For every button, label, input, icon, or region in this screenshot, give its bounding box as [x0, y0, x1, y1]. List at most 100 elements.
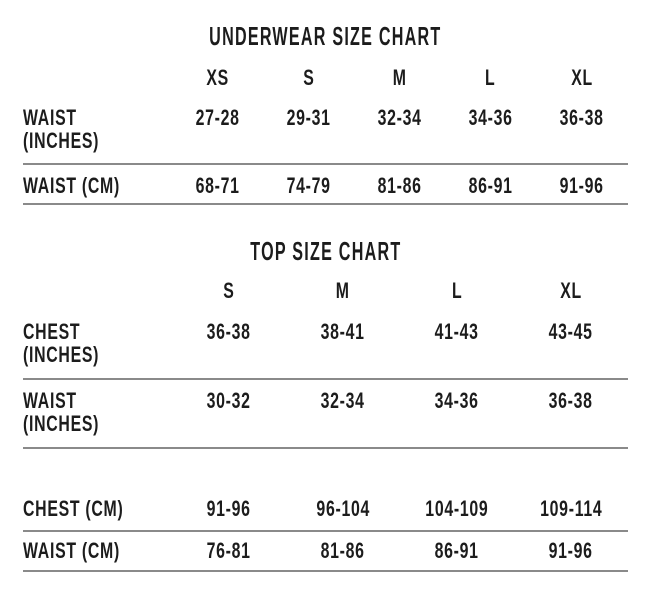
underwear-waist-inches-row: WAIST (INCHES) 27-28 29-31 32-34 34-36 3… [23, 90, 628, 165]
value-text: 32-34 [320, 388, 366, 413]
underwear-size-header-l: L [445, 50, 536, 90]
value-cell: 68-71 [172, 164, 263, 205]
spacer-cell [286, 448, 400, 495]
value-cell: 86-91 [400, 531, 514, 572]
value-cell: 38-41 [286, 303, 400, 380]
underwear-size-header-row: XS S M L XL [23, 50, 628, 90]
value-text: 81-86 [377, 173, 422, 198]
value-text: 27-28 [195, 105, 240, 130]
value-text: 86-91 [434, 538, 480, 563]
value-text: 74-79 [286, 173, 331, 198]
top-size-chart-table: S M L XL CHEST (INCHES) 36-38 38-41 41-4… [23, 265, 628, 572]
value-cell: 34-36 [445, 90, 536, 165]
size-header-text: L [451, 278, 463, 303]
top-empty-header-cell [23, 265, 172, 303]
row-label-text: WAIST (CM) [23, 538, 120, 563]
size-header-text: XL [560, 278, 582, 303]
value-text: 34-36 [468, 105, 513, 130]
value-text: 34-36 [434, 388, 480, 413]
value-cell: 29-31 [263, 90, 354, 165]
value-text: 91-96 [548, 538, 594, 563]
top-waist-cm-row: WAIST (CM) 76-81 81-86 86-91 91-96 [23, 531, 628, 572]
top-size-header-row: S M L XL [23, 265, 628, 303]
value-text: 43-45 [548, 319, 594, 344]
value-cell: 91-96 [514, 531, 628, 572]
underwear-waist-cm-row: WAIST (CM) 68-71 74-79 81-86 86-91 91-96 [23, 164, 628, 205]
size-header-text: S [302, 65, 315, 90]
value-text: 81-86 [320, 538, 366, 563]
value-text: 96-104 [316, 496, 370, 521]
row-label-text: CHEST (CM) [23, 496, 124, 521]
value-text: 109-114 [539, 496, 603, 521]
value-text: 76-81 [206, 538, 252, 563]
value-text: 86-91 [468, 173, 513, 198]
row-label-text: WAIST (INCHES) [23, 105, 100, 153]
underwear-size-header-xl: XL [536, 50, 628, 90]
value-cell: 96-104 [286, 495, 400, 532]
row-label-text: CHEST (INCHES) [23, 319, 100, 367]
value-text: 38-41 [320, 319, 366, 344]
value-text: 104-109 [425, 496, 489, 521]
value-cell: 30-32 [172, 379, 286, 449]
value-cell: 91-96 [172, 495, 286, 532]
top-chart-title: TOP SIZE CHART [23, 205, 628, 265]
value-text: 36-38 [548, 388, 594, 413]
top-waist-inches-row: WAIST (INCHES) 30-32 32-34 34-36 36-38 [23, 379, 628, 449]
underwear-chart-title-text: UNDERWEAR SIZE CHART [209, 21, 442, 51]
underwear-empty-header-cell [23, 50, 172, 90]
underwear-size-header-xs: XS [172, 50, 263, 90]
row-label-text: WAIST (INCHES) [23, 388, 100, 436]
size-header-text: XS [206, 65, 229, 90]
underwear-size-header-s: S [263, 50, 354, 90]
size-header-text: M [392, 65, 407, 90]
value-cell: 43-45 [514, 303, 628, 380]
top-chest-cm-row: CHEST (CM) 91-96 96-104 104-109 109-114 [23, 495, 628, 532]
spacer-cell [23, 448, 172, 495]
value-cell: 36-38 [172, 303, 286, 380]
top-size-header-s: S [172, 265, 286, 303]
top-chart-title-text: TOP SIZE CHART [249, 236, 402, 266]
value-cell: 34-36 [400, 379, 514, 449]
row-label-text: WAIST (CM) [23, 173, 120, 198]
size-header-text: L [485, 65, 496, 90]
value-text: 29-31 [286, 105, 331, 130]
row-label-waist-cm: WAIST (CM) [23, 164, 172, 205]
spacer-cell [172, 448, 286, 495]
value-text: 68-71 [195, 173, 240, 198]
size-charts-container: UNDERWEAR SIZE CHART XS S M L XL WAIST (… [23, 0, 628, 572]
value-cell: 32-34 [286, 379, 400, 449]
value-text: 36-38 [559, 105, 605, 130]
value-cell: 76-81 [172, 531, 286, 572]
value-cell: 81-86 [286, 531, 400, 572]
value-text: 32-34 [377, 105, 422, 130]
spacer-row [23, 448, 628, 495]
top-chest-inches-row: CHEST (INCHES) 36-38 38-41 41-43 43-45 [23, 303, 628, 380]
value-cell: 32-34 [354, 90, 445, 165]
value-text: 30-32 [206, 388, 252, 413]
row-label-waist-inches: WAIST (INCHES) [23, 90, 172, 165]
value-cell: 86-91 [445, 164, 536, 205]
value-cell: 81-86 [354, 164, 445, 205]
value-text: 91-96 [206, 496, 252, 521]
value-cell: 36-38 [536, 90, 628, 165]
top-size-header-l: L [400, 265, 514, 303]
row-label-chest-inches: CHEST (INCHES) [23, 303, 172, 380]
value-cell: 27-28 [172, 90, 263, 165]
spacer-cell [514, 448, 628, 495]
value-cell: 109-114 [514, 495, 628, 532]
row-label-waist-cm: WAIST (CM) [23, 531, 172, 572]
value-text: 91-96 [559, 173, 605, 198]
spacer-cell [400, 448, 514, 495]
top-size-header-xl: XL [514, 265, 628, 303]
underwear-size-chart-table: XS S M L XL WAIST (INCHES) 27-28 29-31 3… [23, 50, 628, 205]
value-text: 36-38 [206, 319, 252, 344]
top-size-header-m: M [286, 265, 400, 303]
value-cell: 104-109 [400, 495, 514, 532]
value-cell: 36-38 [514, 379, 628, 449]
value-text: 41-43 [434, 319, 480, 344]
underwear-chart-title: UNDERWEAR SIZE CHART [23, 0, 628, 50]
underwear-size-header-m: M [354, 50, 445, 90]
size-header-text: S [223, 278, 235, 303]
size-header-text: M [336, 278, 350, 303]
row-label-chest-cm: CHEST (CM) [23, 495, 172, 532]
